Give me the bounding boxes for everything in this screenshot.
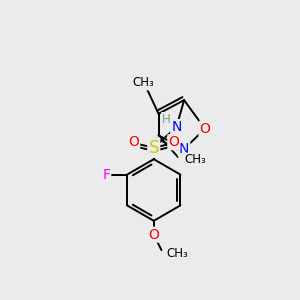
Text: CH₃: CH₃: [166, 247, 188, 260]
Text: O: O: [128, 135, 139, 149]
Text: O: O: [148, 228, 159, 242]
Text: O: O: [168, 135, 179, 149]
Text: O: O: [200, 122, 210, 136]
Text: H: H: [162, 113, 171, 126]
Text: S: S: [148, 139, 159, 157]
Text: CH₃: CH₃: [132, 76, 154, 89]
Text: N: N: [171, 120, 182, 134]
Text: N: N: [179, 142, 189, 156]
Text: F: F: [102, 168, 110, 182]
Text: CH₃: CH₃: [184, 154, 206, 166]
